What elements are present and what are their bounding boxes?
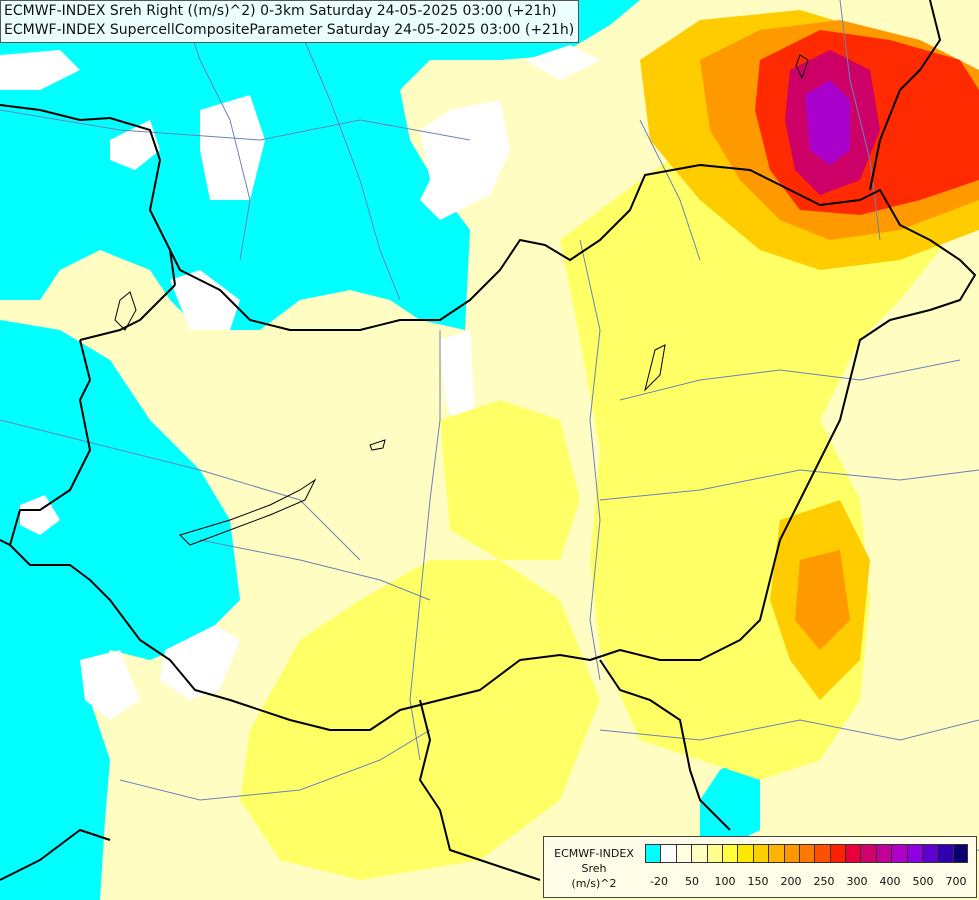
legend-swatch (922, 844, 938, 863)
legend-swatch (891, 844, 907, 863)
legend-tick-label: 250 (813, 875, 835, 888)
legend-swatch (675, 844, 692, 863)
legend-tick-label: 200 (780, 875, 802, 888)
srh-red-areas (755, 30, 979, 215)
color-legend: ECMWF-INDEX Sreh (m/s)^2 -20 50 100 150 200 2… (543, 836, 977, 898)
legend-swatch (691, 844, 707, 863)
legend-swatch (752, 844, 769, 863)
map-title-line-2: ECMWF-INDEX SupercellCompositeParameter … (4, 22, 575, 38)
legend-swatch (737, 844, 753, 863)
country-borders (0, 0, 976, 881)
legend-swatch (721, 844, 738, 863)
legend-label: ECMWF-INDEX Sreh (m/s)^2 (550, 846, 638, 891)
legend-parameter: Sreh (581, 862, 607, 875)
legend-swatch (906, 844, 923, 863)
legend-tick-label: 400 (879, 875, 901, 888)
legend-swatch (952, 844, 969, 863)
legend-swatch (860, 844, 876, 863)
legend-swatch (798, 844, 815, 863)
lakes (114, 54, 809, 546)
legend-swatch (814, 844, 830, 863)
legend-tick-label: 500 (912, 875, 934, 888)
legend-swatch (829, 844, 846, 863)
map-title-box: ECMWF-INDEX Sreh Right ((m/s)^2) 0-3km S… (0, 0, 580, 43)
legend-model: ECMWF-INDEX (554, 847, 634, 860)
legend-tick-label: 300 (846, 875, 868, 888)
legend-swatch (937, 844, 953, 863)
legend-swatch (875, 844, 892, 863)
srh-zero-areas (0, 45, 600, 720)
legend-tick-label: 100 (714, 875, 736, 888)
legend-swatch (768, 844, 784, 863)
legend-tick-label: 700 (945, 875, 967, 888)
legend-swatch (645, 844, 661, 863)
legend-color-scale (645, 844, 969, 863)
legend-swatch (845, 844, 861, 863)
legend-swatch (783, 844, 799, 863)
legend-swatch (660, 844, 676, 863)
legend-tick-label: 50 (685, 875, 699, 888)
legend-swatch (706, 844, 722, 863)
map-title-line-1: ECMWF-INDEX Sreh Right ((m/s)^2) 0-3km S… (4, 3, 557, 19)
legend-tick-label: 150 (747, 875, 769, 888)
legend-unit: (m/s)^2 (571, 877, 617, 890)
legend-tick-labels: -20 50 100 150 200 250 300 400 500 700 (645, 875, 970, 889)
legend-tick-label: -20 (650, 875, 668, 888)
